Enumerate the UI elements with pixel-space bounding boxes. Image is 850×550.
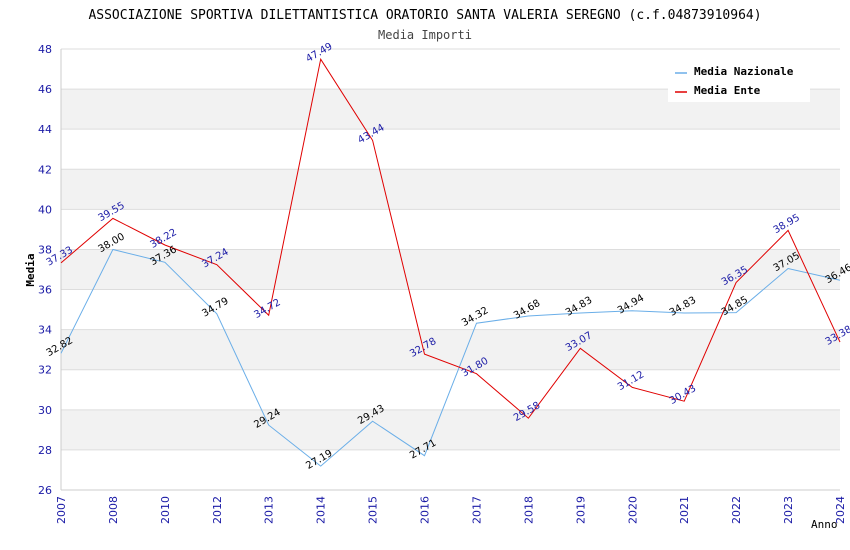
x-tick-labels: 2007 2008 2010 2012 2013 2014 2015 2016 2017 2018… — [55, 496, 847, 524]
axes — [60, 49, 840, 491]
x-tick-label: 2023 — [782, 496, 795, 524]
y-tick-label: 38 — [38, 243, 52, 256]
x-tick-label: 2022 — [730, 496, 743, 524]
x-tick-label: 2016 — [419, 496, 432, 524]
data-label: 34.79 — [200, 296, 230, 320]
y-tick-label: 30 — [38, 404, 52, 417]
chart-title: ASSOCIAZIONE SPORTIVA DILETTANTISTICA OR… — [88, 8, 761, 23]
y-tick-label: 26 — [38, 484, 52, 497]
chart-subtitle: Media Importi — [378, 28, 472, 42]
y-tick-labels: 26 28 30 32 34 36 38 40 42 44 46 48 — [38, 43, 52, 497]
y-tick-label: 36 — [38, 284, 52, 297]
data-label: 30.43 — [668, 383, 698, 407]
x-tick-label: 2013 — [263, 496, 276, 524]
data-label: 34.72 — [252, 297, 282, 321]
legend-box — [668, 60, 810, 102]
x-tick-label: 2017 — [470, 496, 483, 524]
y-axis-label: Media — [24, 253, 37, 286]
data-label: 34.85 — [720, 295, 750, 319]
grid-bands — [61, 89, 840, 450]
x-tick-label: 2014 — [315, 496, 328, 524]
data-label: 34.94 — [616, 293, 646, 317]
legend-label-media-ente: Media Ente — [694, 84, 761, 97]
data-label: 47.49 — [304, 41, 334, 65]
x-tick-label: 2020 — [626, 496, 639, 524]
x-tick-label: 2019 — [574, 496, 587, 524]
x-tick-label: 2024 — [834, 496, 847, 524]
data-label: 34.83 — [564, 295, 594, 319]
x-tick-label: 2010 — [159, 496, 172, 524]
x-tick-label: 2007 — [55, 496, 68, 524]
data-label: 34.68 — [512, 298, 542, 322]
y-tick-label: 28 — [38, 444, 52, 457]
grid-band — [61, 249, 840, 290]
y-tick-label: 44 — [38, 123, 52, 136]
x-tick-label: 2012 — [211, 496, 224, 524]
y-tick-label: 32 — [38, 364, 52, 377]
grid-band — [61, 169, 840, 210]
data-label: 34.83 — [668, 295, 698, 319]
y-tick-label: 48 — [38, 43, 52, 56]
y-tick-label: 34 — [38, 324, 52, 337]
x-axis-label: Anno — [811, 518, 838, 531]
gridlines — [61, 48, 840, 491]
legend-label-media-nazionale: Media Nazionale — [694, 65, 794, 78]
data-label: 38.95 — [772, 212, 802, 236]
series-line-media-ente — [60, 57, 841, 419]
x-tick-label: 2018 — [522, 496, 535, 524]
x-tick-label: 2015 — [367, 496, 380, 524]
y-tick-label: 46 — [38, 83, 52, 96]
series-line-media-nazionale — [60, 248, 841, 467]
grid-band — [61, 409, 840, 450]
data-label: 27.19 — [304, 448, 334, 472]
x-tick-label: 2021 — [678, 496, 691, 524]
y-tick-label: 42 — [38, 163, 52, 176]
grid-band — [61, 329, 840, 370]
y-tick-label: 40 — [38, 203, 52, 216]
legend: Media Nazionale Media Ente — [668, 60, 810, 102]
x-tick-label: 2008 — [107, 496, 120, 524]
series-lines — [60, 57, 841, 467]
